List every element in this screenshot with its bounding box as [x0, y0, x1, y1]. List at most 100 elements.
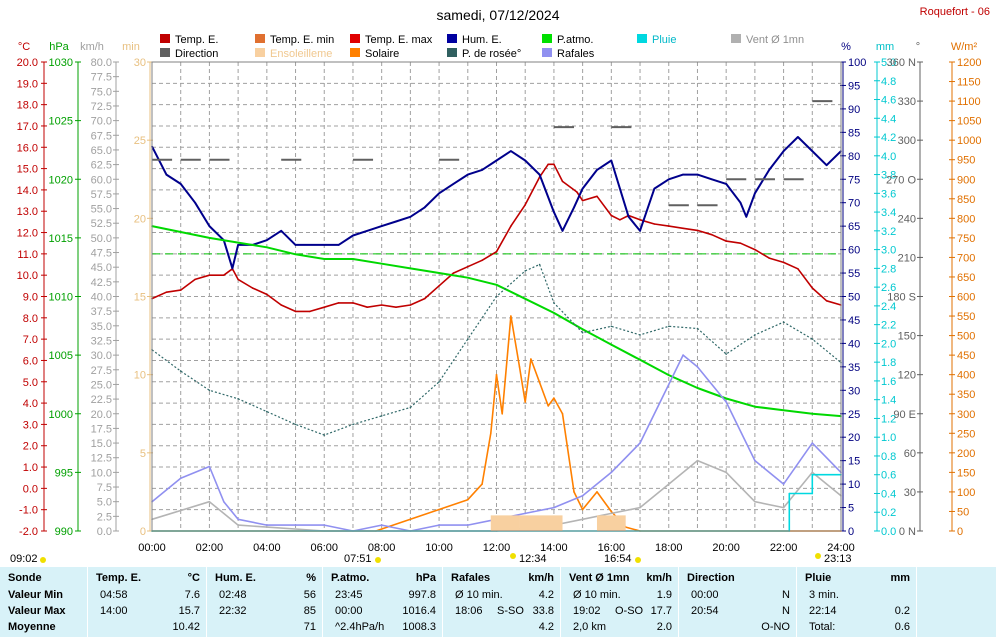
data-point: [438, 381, 440, 383]
stats-time: 18:06: [455, 605, 483, 617]
data-point: [237, 241, 239, 244]
data-point: [725, 397, 727, 400]
sun-icon: [40, 557, 46, 563]
stats-header: Temp. E.: [96, 572, 142, 584]
stats-row: 71: [207, 621, 322, 637]
data-point: [596, 491, 598, 493]
tick-label: 13.0: [17, 206, 38, 218]
data-point: [352, 423, 354, 426]
tick-label: 40.0: [91, 292, 112, 304]
legend-label: Hum. E.: [462, 34, 502, 46]
tick-label: 20: [848, 432, 860, 444]
x-tick-label: 08:00: [368, 542, 396, 554]
data-point: [581, 518, 584, 521]
legend-swatch: [542, 48, 552, 57]
sun-event-time: 09:02: [10, 553, 38, 565]
stats-row: Moyenne: [0, 621, 87, 637]
tick-label: 270 O: [886, 174, 916, 186]
tick-label: 0: [848, 526, 854, 538]
tick-label: 0.0: [23, 483, 38, 495]
stats-time: 23:45: [335, 589, 363, 601]
tick-label: 80.0: [91, 57, 112, 69]
data-point: [266, 293, 268, 296]
data-point: [610, 510, 613, 513]
series-line: [151, 136, 842, 270]
data-point: [768, 169, 770, 171]
data-point: [165, 173, 168, 176]
data-point: [380, 524, 383, 526]
tick-label: 700: [957, 252, 975, 264]
stats-time: 02:48: [219, 589, 247, 601]
x-tick-label: 16:00: [598, 542, 626, 554]
stats-row: 00:00 1016.4: [323, 605, 442, 621]
data-point: [352, 234, 354, 237]
data-point: [294, 423, 297, 426]
data-point: [668, 374, 670, 376]
legend-swatch: [447, 48, 457, 57]
tick-label: 20.0: [91, 409, 112, 421]
tick-label: 25: [134, 135, 146, 147]
sun-events: 09:02 07:51 12:34 16:54 23:13: [10, 553, 852, 565]
tick-label: 4.6: [881, 95, 896, 107]
data-point: [538, 381, 541, 384]
axis-units: °C hPa km/h min% mm ° W/m²: [18, 41, 978, 53]
tick-label: -1.0: [19, 505, 38, 517]
data-point: [409, 406, 412, 409]
tick-label: 4.0: [23, 398, 38, 410]
data-point: [754, 248, 756, 251]
data-point: [639, 442, 641, 444]
data-point: [596, 169, 598, 171]
tick-label: 30: [134, 57, 146, 69]
tick-label: 75.0: [91, 86, 112, 98]
tick-label: 4.8: [881, 76, 896, 88]
data-point: [409, 304, 412, 306]
data-point: [495, 250, 498, 253]
data-point: [581, 328, 584, 331]
sun-icon: [815, 553, 821, 559]
x-tick-label: 00:00: [138, 542, 166, 554]
data-point: [179, 477, 182, 480]
tick-label: 42.5: [91, 277, 112, 289]
tick-label: 2.4: [881, 301, 896, 313]
legend-label: Temp. E.: [175, 34, 218, 46]
data-point: [797, 268, 799, 270]
data-point: [294, 524, 297, 526]
stats-header-unit: °C: [187, 572, 200, 584]
series-temp-e-: [151, 163, 842, 313]
series-direction: [152, 100, 833, 207]
data-point: [745, 216, 748, 218]
data-point: [179, 231, 182, 233]
data-point: [423, 206, 426, 209]
data-point: [208, 225, 211, 227]
data-point: [619, 219, 621, 221]
tick-label: 1015: [49, 233, 73, 245]
x-tick-label: 06:00: [310, 542, 338, 554]
tick-label: 45.0: [91, 262, 112, 274]
data-point: [438, 272, 440, 274]
data-point: [510, 315, 512, 317]
stats-row: 10.42: [88, 621, 206, 637]
tick-label: 60.0: [91, 174, 112, 186]
tick-label: 12.0: [17, 228, 38, 240]
data-point: [194, 201, 196, 204]
tick-label: 7.5: [97, 482, 112, 494]
tick-label: 2.0: [881, 338, 896, 350]
tick-label: 100: [848, 57, 866, 69]
data-point: [739, 201, 742, 204]
axis-unit: W/m²: [951, 41, 978, 53]
plot-frame: [151, 61, 842, 532]
tick-label: 330: [898, 96, 916, 108]
data-point: [811, 492, 814, 495]
station-name: Roquefort - 06: [920, 6, 990, 18]
stats-value: 1016.4: [402, 605, 436, 617]
stats-time: 3 min.: [809, 589, 839, 601]
data-point: [510, 225, 512, 227]
tick-label: 550: [957, 311, 975, 323]
axis-unit: km/h: [80, 41, 104, 53]
data-point: [610, 325, 613, 328]
stats-value: O-NO: [761, 621, 790, 633]
legend-label: Ensoleilleme: [270, 48, 332, 60]
data-point: [553, 312, 555, 314]
tick-label: 30: [904, 487, 916, 499]
tick-label: 8.0: [23, 313, 38, 325]
